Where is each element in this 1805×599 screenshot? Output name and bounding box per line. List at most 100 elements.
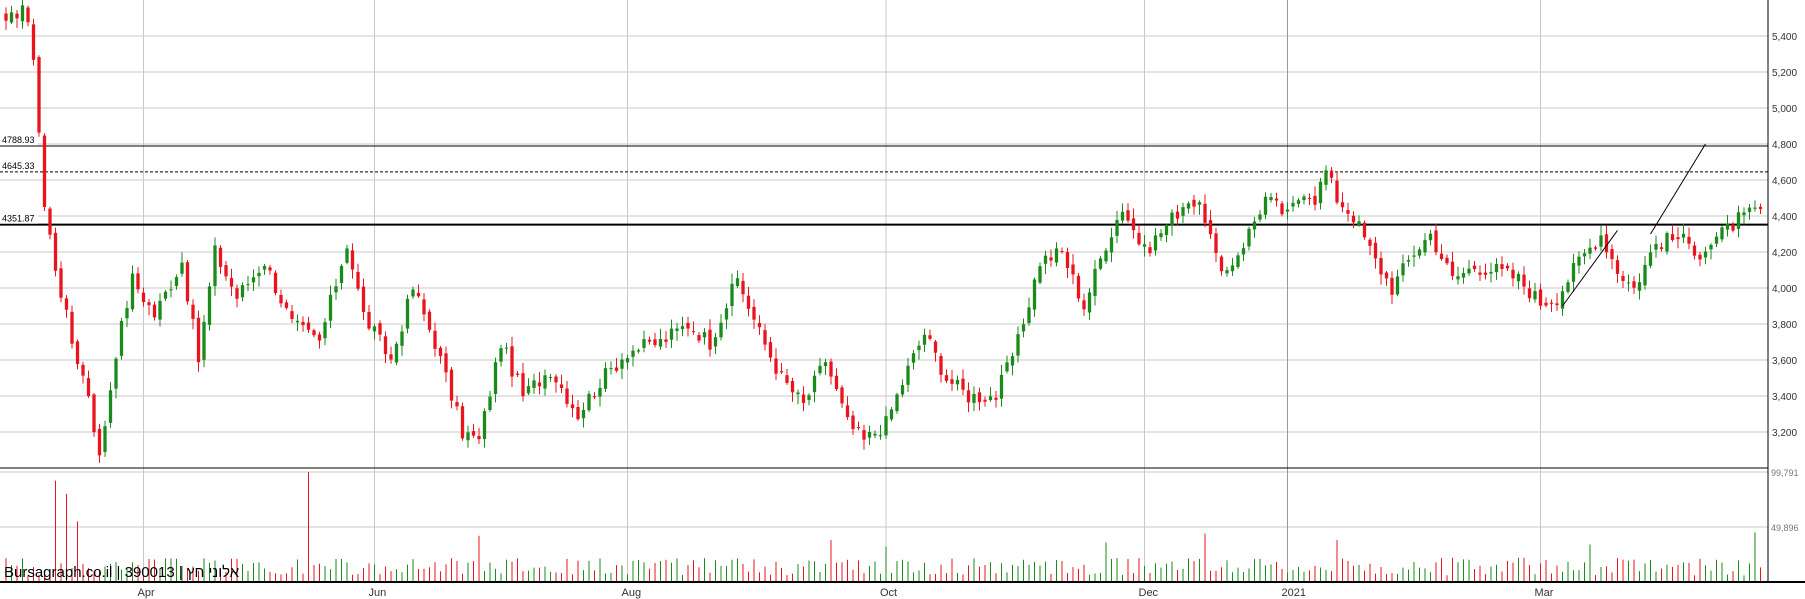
level-label: 4788.93: [2, 135, 35, 145]
candle-body: [1010, 356, 1015, 366]
candle-body: [1340, 202, 1345, 208]
candle-body: [1225, 270, 1229, 274]
candle-body: [598, 387, 602, 397]
candle-body: [1296, 200, 1301, 204]
candle-body: [9, 12, 14, 23]
candle-body: [1379, 258, 1383, 275]
candle-body: [460, 406, 465, 439]
candle-body: [1527, 288, 1532, 299]
candle-body: [873, 433, 877, 436]
candle-body: [1505, 265, 1510, 269]
candle-body: [845, 405, 850, 418]
candle-body: [141, 292, 146, 303]
candle-body: [427, 311, 432, 330]
candle-body: [1148, 247, 1152, 254]
price-tick-label: 4,800: [1772, 140, 1797, 151]
candle-body: [1159, 233, 1163, 238]
candle-body: [1269, 197, 1273, 201]
candle-body: [1560, 291, 1565, 309]
candle-body: [636, 350, 641, 352]
candle-body: [1126, 210, 1130, 221]
candle-body: [757, 322, 762, 328]
candle-body: [1329, 170, 1334, 178]
candle-body: [1093, 268, 1097, 296]
candle-body: [1274, 198, 1279, 201]
axes: [0, 0, 1805, 583]
candle-body: [1357, 221, 1361, 225]
candle-body: [1511, 269, 1515, 279]
candle-body: [955, 379, 960, 385]
candle-body: [433, 330, 437, 349]
time-tick-label: Mar: [1535, 587, 1554, 599]
candle-body: [1313, 195, 1317, 205]
candle-body: [422, 299, 426, 315]
candle-body: [1472, 265, 1477, 270]
candle-body: [1747, 207, 1752, 212]
time-tick-label: Oct: [880, 587, 897, 599]
level-label-bg: [0, 134, 38, 145]
candle-body: [603, 368, 608, 389]
candle-body: [1720, 227, 1724, 240]
price-tick-label: 4,200: [1772, 248, 1797, 259]
candle-body: [312, 330, 316, 336]
candle-body: [1285, 209, 1290, 212]
candle-body: [559, 384, 564, 388]
candle-body: [1054, 248, 1059, 263]
candle-body: [620, 359, 624, 369]
candle-body: [664, 339, 668, 342]
candle-body: [1544, 302, 1548, 306]
price-tick-label: 3,800: [1772, 320, 1797, 331]
candle-body: [1406, 260, 1411, 262]
candle-body: [339, 265, 344, 283]
candle-body: [790, 380, 795, 393]
candle-body: [306, 322, 311, 330]
candle-body: [768, 342, 773, 358]
candle-body: [686, 322, 690, 329]
candle-body: [691, 331, 696, 333]
candle-body: [713, 337, 718, 347]
candle-body: [262, 266, 267, 270]
candle-body: [1307, 198, 1312, 200]
candle-body: [158, 300, 162, 320]
candle-body: [1038, 266, 1042, 283]
candle-body: [1120, 211, 1125, 221]
candle-body: [1670, 234, 1675, 240]
candle-body: [1346, 210, 1350, 214]
candle-body: [235, 288, 239, 299]
trend-line: [1650, 143, 1706, 235]
candle-body: [1676, 237, 1680, 240]
candle-body: [246, 284, 250, 286]
price-tick-label: 5,000: [1772, 104, 1797, 115]
candle-body: [213, 245, 217, 287]
candle-body: [779, 371, 784, 373]
candle-body: [658, 338, 663, 347]
candle-body: [1071, 264, 1075, 275]
candle-body: [1043, 255, 1048, 264]
candle-body: [1115, 220, 1119, 236]
candle-body: [64, 298, 69, 310]
axis-labels: 3,200 3,400 3,600 3,800 4,000 4,200 4,400 4,600…: [138, 32, 1799, 599]
candle-body: [1478, 272, 1482, 275]
candle-body: [1065, 252, 1070, 269]
candle-body: [37, 57, 41, 133]
candle-body: [944, 375, 949, 381]
candle-body: [383, 336, 388, 355]
candle-body: [867, 431, 872, 438]
candle-body: [31, 24, 36, 60]
candle-body: [1164, 224, 1169, 236]
candle-body: [1461, 273, 1466, 278]
candle-body: [796, 392, 800, 395]
candle-body: [565, 388, 569, 404]
candle-body: [1291, 202, 1295, 207]
candle-body: [499, 348, 503, 362]
candle-body: [510, 346, 514, 377]
candle-body: [911, 353, 916, 363]
candle-body: [257, 272, 261, 277]
candle-body: [1324, 170, 1328, 185]
level-label: 4351.87: [2, 214, 35, 224]
candle-body: [81, 364, 85, 376]
candle-body: [884, 416, 888, 436]
candle-body: [1027, 307, 1031, 324]
candle-body: [1186, 203, 1191, 209]
